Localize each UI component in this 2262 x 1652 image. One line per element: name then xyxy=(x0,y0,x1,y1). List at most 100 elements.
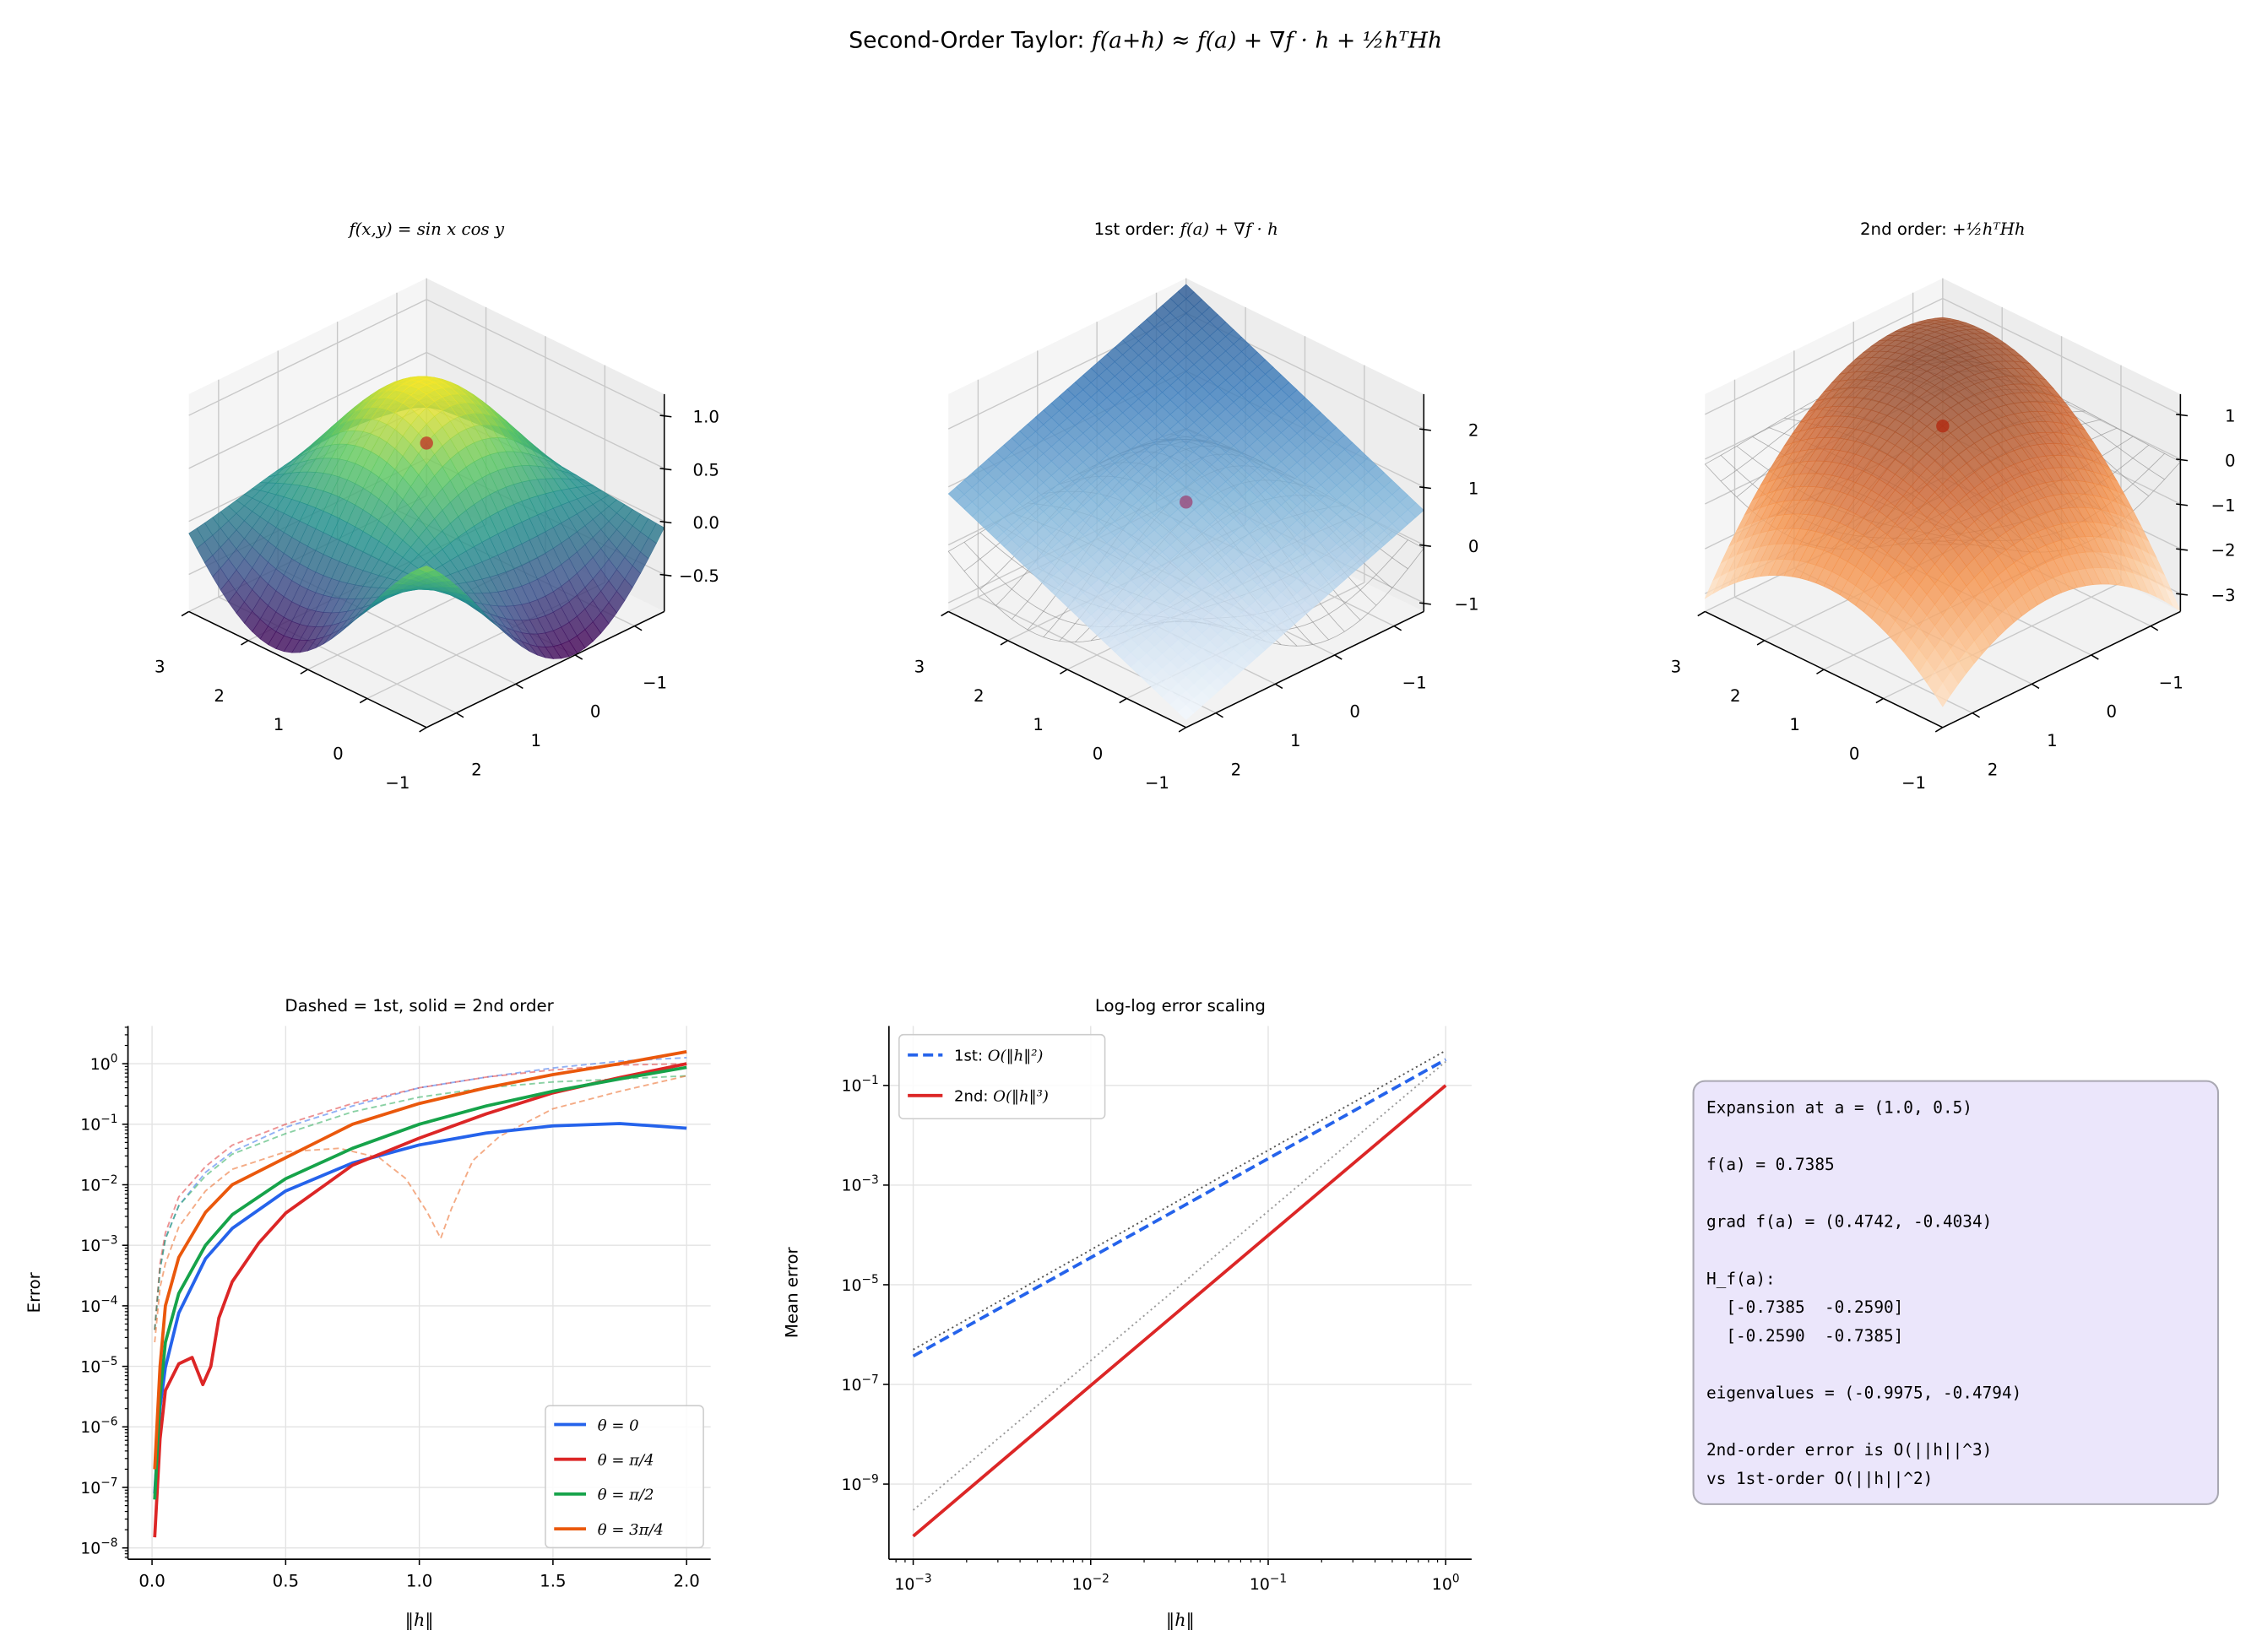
x-tick-label: 1.0 xyxy=(406,1572,432,1591)
x-tick-label: 0 xyxy=(333,745,344,764)
y-tick-label: 10−2 xyxy=(80,1173,117,1195)
tick-label-base: 10 xyxy=(80,1297,100,1316)
series-line xyxy=(153,1065,687,1500)
tick-label-exponent: −1 xyxy=(1270,1573,1287,1586)
y-tick-label: 2 xyxy=(471,760,482,779)
legend-label: 1st: O(‖h‖²) xyxy=(954,1048,1043,1065)
tick-label-exponent: 0 xyxy=(111,1052,118,1065)
x-tick xyxy=(1000,640,1008,646)
tick-label-exponent: −7 xyxy=(100,1476,117,1489)
info-box-line: eigenvalues = (-0.9975, -0.4794) xyxy=(1706,1384,2021,1403)
y-axis-line xyxy=(426,610,665,729)
y-tick-label: 10−6 xyxy=(80,1416,117,1438)
tick-label-base: 10 xyxy=(80,1116,100,1135)
surface xyxy=(1704,317,2182,707)
x-tick xyxy=(419,727,427,733)
tick-label-base: 10 xyxy=(80,1540,100,1558)
series-line xyxy=(912,1084,1447,1538)
series-line xyxy=(912,1060,1446,1511)
error-vs-h-plot: 0.0 0.5 1.0 1.5 2.010−810−710−610−510−410−31… xyxy=(24,996,711,1631)
plot-title: Dashed = 1st, solid = 2nd order xyxy=(285,996,554,1016)
y-axis-label: Mean error xyxy=(783,1246,802,1338)
x-tick xyxy=(1697,610,1706,617)
expansion-point-marker xyxy=(1936,419,1950,433)
y-tick-label: 10−7 xyxy=(842,1373,879,1395)
y-tick-label: 10−4 xyxy=(80,1294,117,1316)
x-tick-label: 1.5 xyxy=(540,1572,566,1591)
y-tick xyxy=(1274,683,1283,690)
y-tick-label: 0 xyxy=(2107,702,2118,722)
tick-label-exponent: −3 xyxy=(914,1573,931,1586)
y-tick-label: 10−7 xyxy=(80,1476,117,1498)
gridline xyxy=(426,351,665,469)
tick-label-base: 10 xyxy=(80,1237,100,1255)
x-tick-label: −1 xyxy=(1145,773,1169,793)
y-tick-label: 10−3 xyxy=(80,1233,117,1255)
y-tick-label: 100 xyxy=(90,1052,118,1074)
series-line xyxy=(154,1075,687,1330)
subplot-title-math: f(x,y) = sin x cos y xyxy=(347,219,504,239)
y-tick-label: 2 xyxy=(1988,760,1999,779)
x-tick-label: 1 xyxy=(274,715,285,734)
tick-label-exponent: −9 xyxy=(862,1472,879,1486)
y-tick-label: 1 xyxy=(2047,731,2058,750)
y-axis-line xyxy=(1942,610,2181,729)
legend-label-prefix: 1st: xyxy=(954,1048,988,1065)
surface-plot-second-order: 2nd order: +½hᵀHh −1 0 1 2 3 −1 0 1 2 −3 −2 −1 0 1 xyxy=(1671,219,2236,793)
tick-label-exponent: −3 xyxy=(100,1233,117,1247)
subplot-title: 2nd order: +½hᵀHh xyxy=(1860,219,2026,239)
x-tick-label: 10−2 xyxy=(1072,1573,1109,1595)
y-tick-label: 1 xyxy=(531,731,542,750)
y-tick xyxy=(2150,625,2159,631)
x-tick-label: 10−1 xyxy=(1250,1573,1287,1595)
x-tick xyxy=(1756,640,1766,646)
tick-label-base: 10 xyxy=(1432,1575,1452,1594)
tick-label-exponent: −2 xyxy=(100,1173,117,1187)
y-tick xyxy=(1215,712,1223,718)
info-box-text: Expansion at a = (1.0, 0.5) f(a) = 0.7385… xyxy=(1706,1097,2021,1488)
tick-label-base: 10 xyxy=(842,1177,862,1195)
y-tick-label: 10−3 xyxy=(842,1173,879,1195)
tick-label-exponent: −5 xyxy=(100,1355,117,1368)
z-tick-label: 1 xyxy=(2225,406,2236,425)
y-tick-label: 0 xyxy=(590,702,601,722)
surface-patch xyxy=(417,565,436,572)
x-tick xyxy=(1934,727,1944,733)
tick-label-exponent: −7 xyxy=(862,1373,879,1386)
z-tick-label: 0 xyxy=(1468,537,1479,556)
tick-label-base: 10 xyxy=(90,1055,111,1074)
gridline xyxy=(1734,596,1973,714)
y-tick-label: −1 xyxy=(2159,673,2183,692)
y-tick xyxy=(1393,625,1402,631)
series-line xyxy=(154,1063,687,1330)
x-tick-label: 1 xyxy=(1033,715,1044,734)
series-line xyxy=(153,1122,687,1494)
z-tick xyxy=(659,520,672,524)
legend-label-prefix: 2nd: xyxy=(954,1088,993,1106)
loglog-scaling-plot: 10−3 10−2 10−1 10010−910−710−510−310−1Log-l… xyxy=(783,996,1472,1631)
y-tick-label: 10−5 xyxy=(842,1273,879,1295)
z-tick xyxy=(2176,503,2189,506)
z-tick xyxy=(2176,548,2189,551)
legend-label-math: O(‖h‖²) xyxy=(988,1048,1044,1065)
z-tick-label: 2 xyxy=(1468,421,1479,441)
x-tick xyxy=(1059,669,1068,674)
x-axis-label: ‖h‖ xyxy=(405,1610,434,1631)
gridline xyxy=(1883,582,2122,700)
info-box-line: Expansion at a = (1.0, 0.5) xyxy=(1706,1097,1972,1117)
tick-label-exponent: −1 xyxy=(100,1113,117,1126)
z-tick xyxy=(1419,486,1431,490)
tick-label-exponent: −3 xyxy=(862,1173,879,1187)
tick-label-base: 10 xyxy=(894,1575,914,1594)
series-line xyxy=(153,1062,687,1538)
tick-label-exponent: −8 xyxy=(100,1536,117,1550)
gridline xyxy=(1704,297,1944,415)
tick-label-base: 10 xyxy=(842,1376,862,1395)
legend-label: θ = π/4 xyxy=(598,1452,654,1470)
info-box-line: grad f(a) = (0.4742, -0.4034) xyxy=(1706,1212,1992,1232)
y-tick xyxy=(574,654,583,660)
tick-label-exponent: −5 xyxy=(862,1273,879,1286)
subplot-title-math: f(a) + ∇f · h xyxy=(1179,219,1278,239)
x-tick-label: 0 xyxy=(1093,745,1104,764)
